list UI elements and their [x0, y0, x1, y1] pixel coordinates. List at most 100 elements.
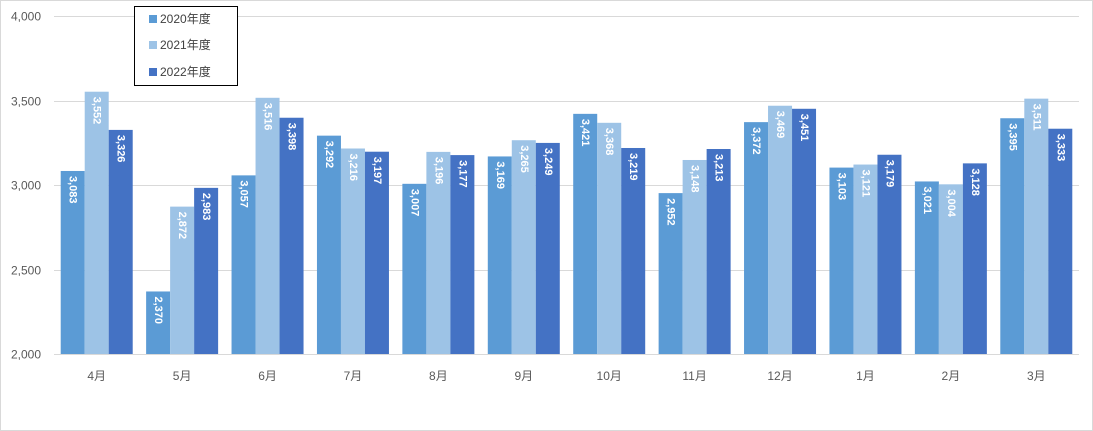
x-tick-label: 8月: [429, 369, 448, 383]
x-tick-label: 9月: [514, 369, 533, 383]
bar-series-3-month-9: [792, 108, 817, 354]
data-label-series-1-month-3: 3,057: [238, 180, 250, 208]
data-label-series-2-month-2: 2,872: [176, 212, 188, 240]
bar-series-1-month-2: [146, 291, 171, 354]
bar-series-3-month-4: [364, 151, 389, 354]
data-label-series-1-month-12: 3,395: [1006, 123, 1018, 151]
bar-series-2-month-6: [511, 140, 536, 354]
data-label-series-3-month-10: 3,179: [883, 160, 895, 188]
data-label-series-3-month-8: 3,213: [713, 154, 725, 182]
bar-series-1-month-7: [573, 113, 598, 354]
data-label-series-2-month-5: 3,196: [432, 157, 444, 185]
bar-series-2-month-4: [340, 148, 365, 354]
bar-series-2-month-11: [938, 184, 963, 354]
x-tick-label: 3月: [1027, 369, 1046, 383]
bar-series-2-month-9: [768, 105, 793, 354]
bar-series-1-month-3: [231, 175, 256, 354]
legend-marker-2021: [149, 41, 157, 49]
data-label-series-1-month-9: 3,372: [750, 127, 762, 155]
y-tick-label: 2,500: [11, 264, 41, 278]
data-label-series-1-month-5: 3,007: [408, 189, 420, 217]
data-label-series-3-month-6: 3,249: [542, 148, 554, 176]
bar-series-2-month-10: [853, 164, 878, 354]
bar-series-1-month-12: [1000, 118, 1025, 355]
bar-series-1-month-6: [487, 156, 512, 354]
data-label-series-3-month-4: 3,197: [371, 157, 383, 185]
y-tick-label: 2,000: [11, 348, 41, 362]
legend-label-2021: 2021年度: [160, 37, 211, 52]
legend-item-2022: 2022年度: [149, 64, 211, 79]
bar-series-3-month-12: [1048, 128, 1073, 354]
x-tick-label: 6月: [258, 369, 277, 383]
bar-series-1-month-9: [744, 122, 769, 355]
x-axis: 4月 5月 6月 7月 8月 9月 10月 11月 12月 1月 2月 3月: [54, 354, 1079, 383]
data-label-series-3-month-2: 2,983: [200, 193, 212, 221]
bar-series-3-month-8: [706, 149, 731, 354]
data-label-series-1-month-8: 2,952: [665, 198, 677, 226]
bar-series-3-month-3: [279, 117, 304, 354]
bar-series-3-month-11: [962, 163, 987, 354]
x-tick-label: 5月: [173, 369, 192, 383]
bar-series-2-month-8: [682, 159, 707, 354]
data-label-series-2-month-8: 3,148: [689, 165, 701, 193]
bar-series-3-month-7: [621, 147, 646, 354]
legend-label-2022: 2022年度: [160, 64, 211, 79]
legend-marker-2020: [149, 15, 157, 23]
bar-series-2-month-3: [255, 97, 280, 355]
data-label-series-3-month-7: 3,219: [627, 153, 639, 181]
legend-item-2020: 2020年度: [149, 11, 211, 26]
bar-series-3-month-2: [194, 187, 219, 354]
bar-series-2-month-1: [84, 91, 109, 354]
bar-series-1-month-5: [402, 183, 427, 354]
y-tick-label: 4,000: [11, 10, 41, 24]
legend-marker-2022: [149, 68, 157, 76]
x-tick-label: 11月: [682, 369, 706, 383]
data-label-series-1-month-7: 3,421: [579, 119, 591, 147]
bar-series-2-month-5: [426, 151, 451, 354]
data-label-series-1-month-10: 3,103: [835, 173, 847, 201]
bars: [60, 91, 1073, 355]
bar-series-1-month-4: [316, 135, 341, 354]
bar-series-1-month-11: [914, 181, 939, 354]
bar-series-2-month-7: [597, 122, 622, 354]
data-label-series-2-month-9: 3,469: [774, 111, 786, 139]
bar-series-1-month-1: [60, 170, 85, 354]
bar-series-1-month-8: [658, 193, 683, 354]
bar-series-3-month-10: [877, 154, 902, 354]
data-label-series-2-month-6: 3,265: [518, 145, 530, 173]
x-tick-label: 4月: [87, 369, 106, 383]
data-label-series-2-month-3: 3,516: [262, 103, 274, 131]
y-tick-label: 3,000: [11, 179, 41, 193]
x-tick-label: 12月: [767, 369, 792, 383]
data-labels: 3,083 3,552 3,326 2,370 2,872 2,983 3,057 3,516…: [67, 97, 1067, 324]
bar-series-3-month-1: [108, 129, 133, 354]
data-label-series-1-month-11: 3,021: [921, 186, 933, 214]
legend-item-2021: 2021年度: [149, 37, 211, 52]
data-label-series-2-month-12: 3,511: [1030, 104, 1042, 131]
data-label-series-2-month-10: 3,121: [859, 170, 871, 198]
data-label-series-3-month-5: 3,177: [456, 160, 468, 188]
bar-series-2-month-12: [1024, 98, 1049, 355]
bar-series-1-month-10: [829, 167, 854, 354]
x-tick-label: 7月: [344, 369, 363, 383]
data-label-series-1-month-1: 3,083: [67, 176, 79, 204]
bar-series-2-month-2: [170, 206, 195, 354]
bar-series-3-month-6: [535, 142, 560, 354]
data-label-series-2-month-7: 3,368: [603, 128, 615, 156]
data-label-series-1-month-6: 3,169: [494, 161, 506, 189]
legend: 2020年度 2021年度 2022年度: [134, 6, 238, 86]
x-tick-label: 10月: [597, 369, 622, 383]
data-label-series-1-month-4: 3,292: [323, 141, 335, 169]
legend-label-2020: 2020年度: [160, 11, 211, 26]
data-label-series-3-month-12: 3,333: [1054, 134, 1066, 162]
x-tick-label: 1月: [856, 369, 875, 383]
y-axis: 2,000 2,500 3,000 3,500 4,000: [11, 10, 41, 362]
data-label-series-2-month-4: 3,216: [347, 153, 359, 181]
data-label-series-3-month-3: 3,398: [286, 123, 298, 151]
y-tick-label: 3,500: [11, 95, 41, 109]
data-label-series-3-month-9: 3,451: [798, 114, 810, 142]
data-label-series-3-month-11: 3,128: [969, 168, 981, 196]
data-label-series-3-month-1: 3,326: [115, 135, 127, 163]
bar-series-3-month-5: [450, 155, 475, 354]
